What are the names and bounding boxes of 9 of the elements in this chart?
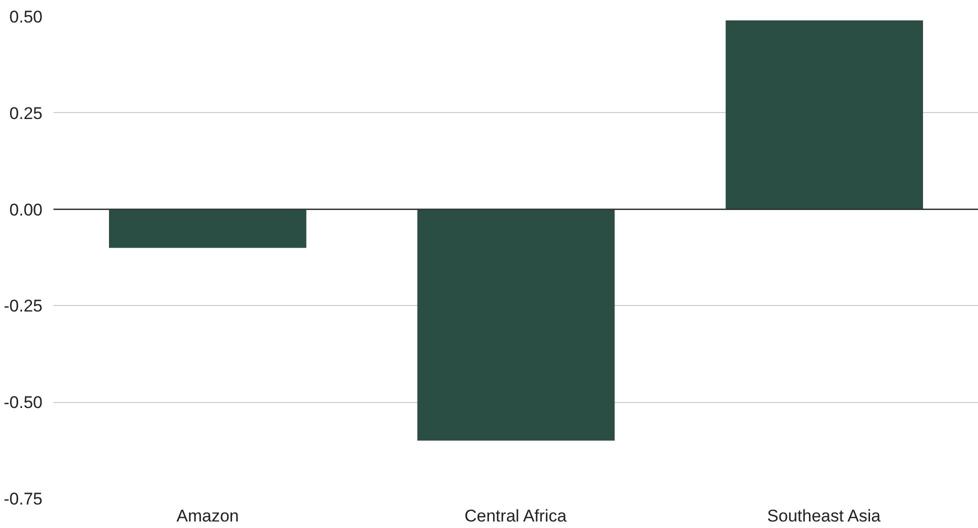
x-tick-label: Southeast Asia (767, 506, 882, 526)
y-tick-label: -0.50 (4, 393, 42, 412)
y-tick-label: 0.00 (9, 200, 43, 220)
y-tick-label: -0.25 (4, 296, 42, 316)
x-tick-label: Central Africa (464, 506, 568, 526)
x-tick-label: Amazon (176, 506, 239, 526)
y-tick-label: 0.25 (9, 104, 43, 123)
y-tick-label: -0.75 (4, 490, 42, 508)
y-tick-label: 0.50 (9, 8, 43, 26)
